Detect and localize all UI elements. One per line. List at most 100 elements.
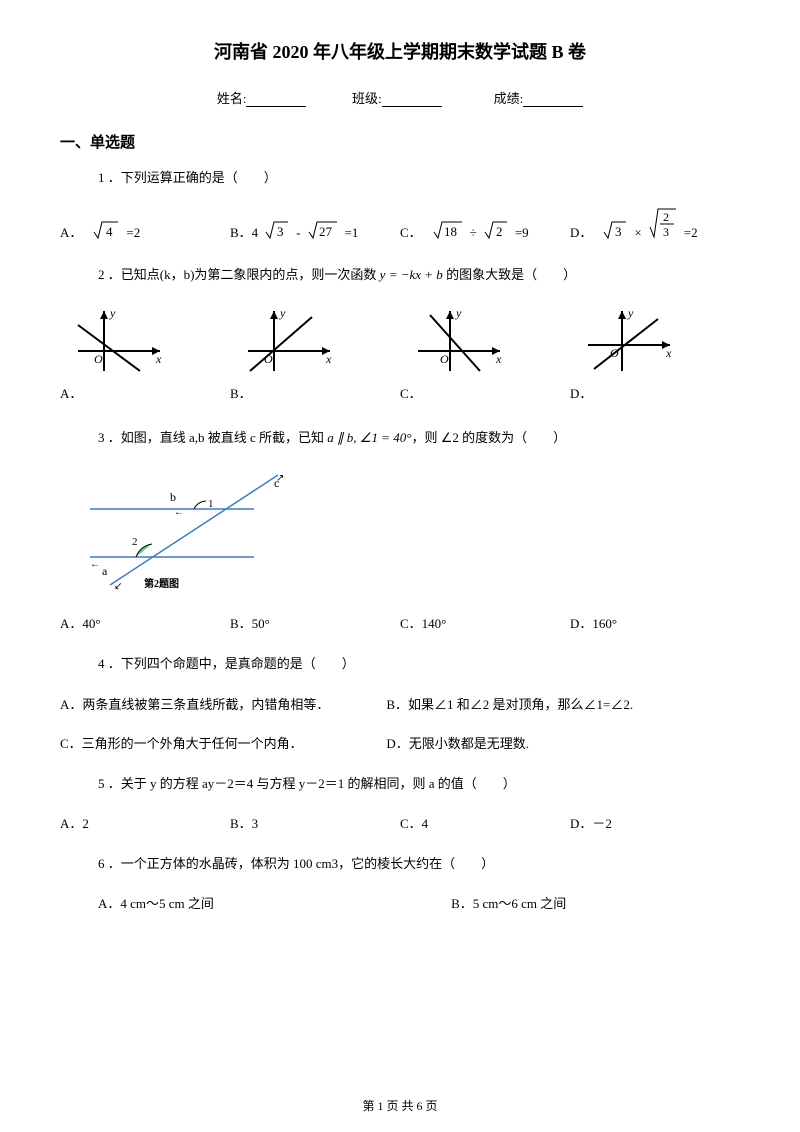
q3-lb: B．	[230, 616, 252, 631]
q1-opt-d: D． 3 × 2 3 =2	[570, 207, 740, 241]
page-footer: 第 1 页 共 6 页	[0, 1097, 800, 1114]
q1a-eq: =2	[126, 225, 140, 241]
q5-a: A．2	[60, 813, 230, 832]
q3-opt-b: B．50°	[230, 613, 400, 632]
sqrt-3-icon: 3	[264, 219, 290, 241]
q5-text: 5 ．关于 y 的方程 ay－2＝4 与方程 y－2＝1 的解相同，则 a 的值…	[98, 772, 740, 795]
q3-diagram-icon: b 1 2 a c 第2题图 ← ← ↙ ↗	[74, 467, 304, 597]
svg-text:x: x	[155, 352, 162, 366]
section-1-heading: 一、单选题	[60, 131, 740, 152]
class-label: 班级:	[352, 91, 382, 106]
q3-ld: D．	[570, 616, 592, 631]
q1b-pre: B．4	[230, 222, 258, 241]
svg-text:27: 27	[319, 224, 333, 239]
q4-c: C．三角形的一个外角大于任何一个内角．	[60, 733, 386, 752]
q3-post: 的度数为（ ）	[459, 430, 566, 445]
svg-text:y: y	[109, 306, 116, 320]
svg-text:3: 3	[615, 224, 622, 239]
q1-opt-b: B．4 3 - 27 =1	[230, 219, 400, 241]
label-d-2: D．	[570, 383, 592, 402]
name-blank	[246, 93, 306, 107]
q3-la: A．	[60, 616, 82, 631]
svg-text:x: x	[325, 352, 332, 366]
q2-opt-b: O x y B．	[230, 305, 400, 402]
score-label: 成绩:	[494, 91, 524, 106]
sqrt-2-icon: 2	[483, 219, 509, 241]
q1c-eq: =9	[515, 225, 529, 241]
svg-text:4: 4	[106, 224, 113, 239]
q3-opt-c: C．140°	[400, 613, 570, 632]
q2-graph-b-icon: O x y	[230, 305, 340, 377]
q3-opt-a: A．40°	[60, 613, 230, 632]
q3-a: 40°	[82, 616, 100, 631]
q4-text: 4 ．下列四个命题中，是真命题的是（ ）	[98, 652, 740, 675]
svg-text:2: 2	[132, 536, 138, 548]
q2-options: O x y A． O x y B． O x y C．	[60, 305, 740, 402]
sqrt-4-icon: 4	[92, 219, 120, 241]
name-label: 姓名:	[217, 91, 247, 106]
q2-graph-d-icon: O x y	[570, 305, 680, 377]
svg-text:a: a	[102, 564, 108, 578]
svg-text:↙: ↙	[114, 581, 122, 592]
q2-post: 的图象大致是（ ）	[443, 267, 576, 282]
student-info-row: 姓名: 班级: 成绩:	[60, 88, 740, 107]
q5-options: A．2 B．3 C．4 D．－2	[60, 813, 740, 832]
q4-row2: C．三角形的一个外角大于任何一个内角． D．无限小数都是无理数.	[60, 733, 740, 752]
q2-opt-c: O x y C．	[400, 305, 570, 402]
svg-text:←: ←	[174, 507, 184, 518]
svg-text:3: 3	[663, 225, 669, 239]
q1-text: 1 ．下列运算正确的是（ ）	[98, 166, 740, 189]
q1d-mid: ×	[634, 225, 641, 241]
q1b-mid: -	[296, 225, 300, 241]
q4-b: B．如果∠1 和∠2 是对顶角，那么∠1=∠2.	[386, 694, 740, 713]
q2-opt-d: O x y D．	[570, 305, 740, 402]
sqrt-18-icon: 18	[432, 219, 464, 241]
q1-opt-a: A． 4 =2	[60, 219, 230, 241]
label-b-2: B．	[230, 383, 252, 402]
svg-text:1: 1	[208, 498, 214, 510]
q1c-mid: ÷	[470, 225, 477, 241]
svg-text:3: 3	[277, 224, 284, 239]
svg-text:x: x	[665, 346, 672, 360]
sqrt-27-icon: 27	[307, 219, 339, 241]
q1-options: A． 4 =2 B．4 3 - 27 =1 C． 18 ÷ 2 =9	[60, 207, 740, 241]
q3-pre: 3 ．如图，直线 a,b 被直线 c 所截，已知	[98, 430, 327, 445]
svg-text:y: y	[279, 306, 286, 320]
sqrt-3-d-icon: 3	[602, 219, 628, 241]
q1d-eq: =2	[684, 225, 698, 241]
q5-c: C．4	[400, 813, 570, 832]
q3-c: 140°	[422, 616, 447, 631]
q2-func: y = −kx + b	[380, 267, 443, 282]
label-c-2: C．	[400, 383, 422, 402]
q5-b: B．3	[230, 813, 400, 832]
svg-text:2: 2	[496, 224, 503, 239]
q2-pre: 2 ．已知点(k，b)为第二象限内的点，则一次函数	[98, 267, 380, 282]
q3-cond: a ∥ b, ∠1 = 40°	[327, 430, 411, 445]
q2-graph-c-icon: O x y	[400, 305, 510, 377]
q4-d: D．无限小数都是无理数.	[386, 733, 740, 752]
q3-options: A．40° B．50° C．140° D．160°	[60, 613, 740, 632]
svg-text:x: x	[495, 352, 502, 366]
q2-opt-a: O x y A．	[60, 305, 230, 402]
svg-text:18: 18	[444, 224, 457, 239]
q5-d: D．－2	[570, 813, 740, 832]
svg-text:↗: ↗	[276, 473, 284, 484]
label-a: A．	[60, 222, 82, 241]
sqrt-frac-icon: 2 3	[648, 207, 678, 241]
label-c: C．	[400, 222, 422, 241]
q3-figure: b 1 2 a c 第2题图 ← ← ↙ ↗	[74, 467, 740, 601]
svg-text:y: y	[455, 306, 462, 320]
q2-text: 2 ．已知点(k，b)为第二象限内的点，则一次函数 y = −kx + b 的图…	[98, 263, 740, 286]
q6-b: B．5 cm～6 cm 之间	[451, 893, 740, 912]
q6-a: A．4 cm～5 cm 之间	[98, 893, 451, 912]
q3-lc: C．	[400, 616, 422, 631]
q1-opt-c: C． 18 ÷ 2 =9	[400, 219, 570, 241]
svg-text:b: b	[170, 490, 176, 504]
svg-text:O: O	[94, 352, 103, 366]
svg-text:y: y	[627, 306, 634, 320]
q6-options: A．4 cm～5 cm 之间 B．5 cm～6 cm 之间	[98, 893, 740, 912]
svg-text:O: O	[440, 352, 449, 366]
label-a-2: A．	[60, 383, 82, 402]
q3-ang: ∠2	[441, 430, 459, 445]
svg-text:第2题图: 第2题图	[144, 577, 179, 590]
